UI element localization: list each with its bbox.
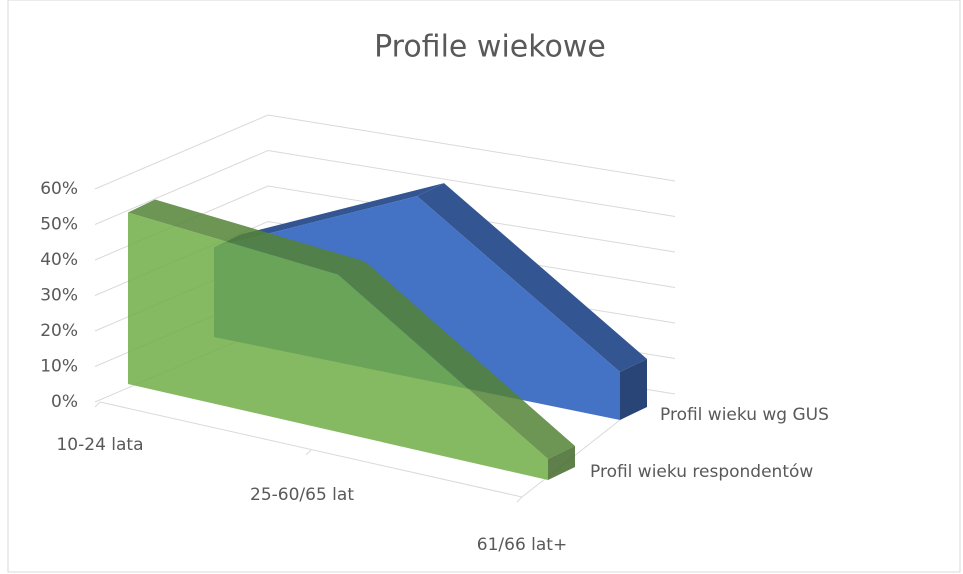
x-tick-label: 61/66 lat+ <box>477 535 567 555</box>
x-tick <box>516 496 523 503</box>
area-side-face <box>620 359 647 420</box>
y-tick-label: 60% <box>40 179 78 199</box>
x-tick-label: 10-24 lata <box>56 435 143 455</box>
area-front-face <box>128 212 548 480</box>
x-tick <box>305 449 312 456</box>
y-tick-label: 0% <box>51 392 78 412</box>
y-tick-label: 10% <box>40 357 78 377</box>
grid-line <box>94 114 676 190</box>
area-top-face <box>214 183 444 248</box>
series-label: Profil wieku respondentów <box>590 462 813 482</box>
y-tick-label: 30% <box>40 286 78 306</box>
y-tick-label: 50% <box>40 215 78 235</box>
area-top-face <box>417 183 647 372</box>
chart-title: Profile wiekowe <box>374 30 606 65</box>
grid-line <box>94 149 676 225</box>
area-top-face <box>128 199 365 275</box>
x-tick-label: 25-60/65 lat <box>250 485 354 505</box>
y-tick-label: 20% <box>40 321 78 341</box>
series-label: Profil wieku wg GUS <box>660 405 829 425</box>
area-side-face <box>548 446 575 480</box>
area-top-face <box>338 261 575 459</box>
x-tick <box>94 401 101 408</box>
y-tick-label: 40% <box>40 250 78 270</box>
